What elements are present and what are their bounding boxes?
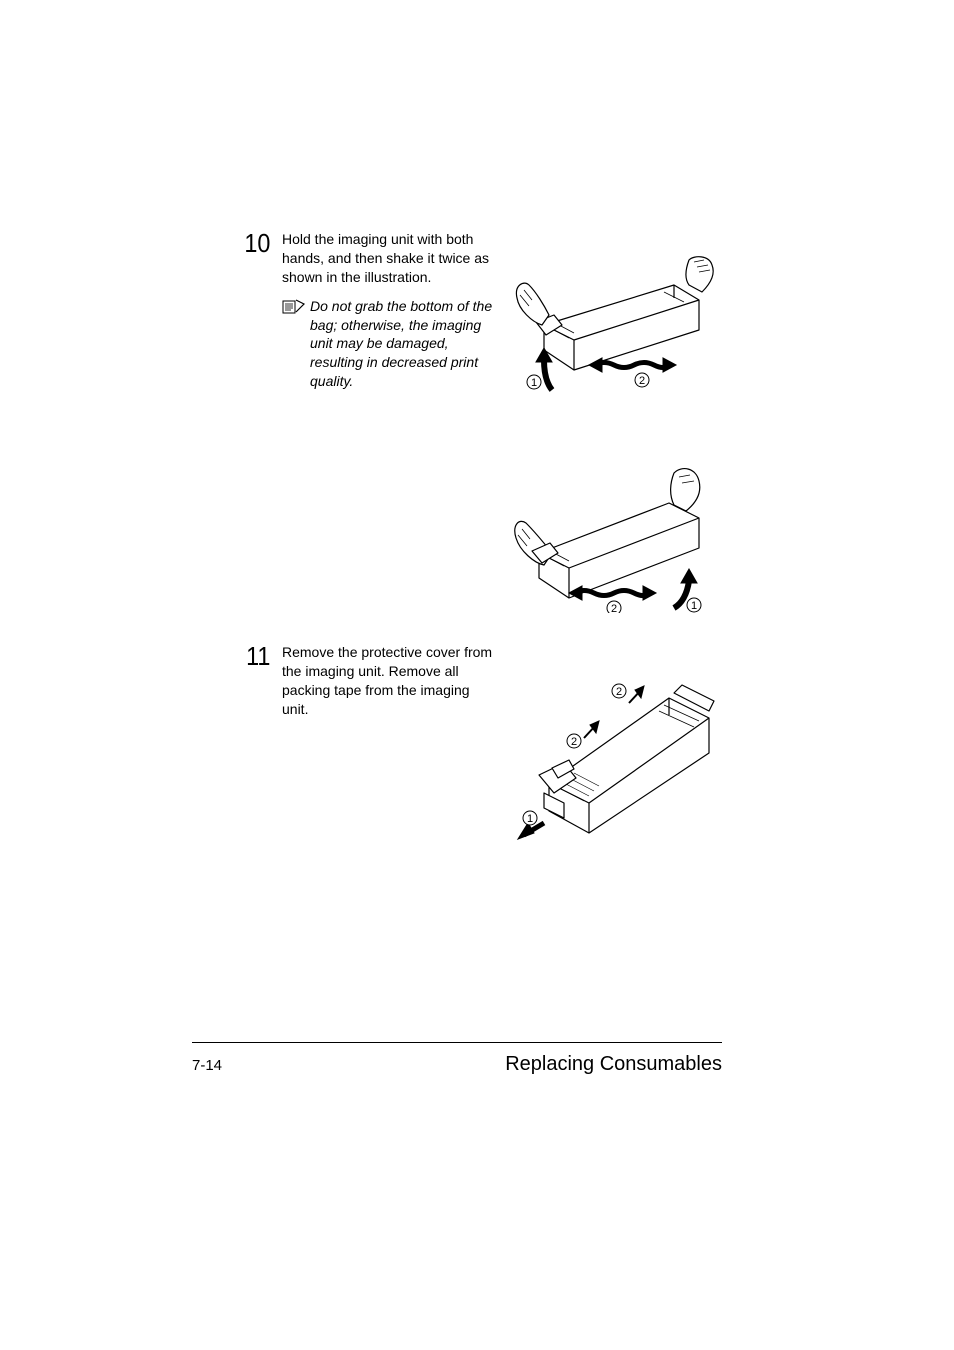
svg-text:2: 2 xyxy=(571,736,577,748)
step-number: 10 xyxy=(233,230,280,256)
illustration-11: 1 2 2 xyxy=(514,643,724,843)
page-footer: 7-14 Replacing Consumables xyxy=(192,1042,722,1078)
section-title: Replacing Consumables xyxy=(505,1051,722,1078)
note: Do not grab the bottom of the bag; other… xyxy=(282,297,494,401)
svg-text:1: 1 xyxy=(527,813,533,825)
svg-text:1: 1 xyxy=(691,600,697,612)
step-number: 11 xyxy=(233,643,280,669)
svg-text:2: 2 xyxy=(639,375,645,387)
note-text: Do not grab the bottom of the bag; other… xyxy=(310,297,494,391)
illustration-10a: 1 2 xyxy=(514,230,724,400)
illustration-10b: 2 1 xyxy=(514,453,724,613)
step-10-block-b: 2 1 xyxy=(230,453,724,613)
step-body: Hold the imaging unit with both hands, a… xyxy=(282,230,494,401)
svg-text:2: 2 xyxy=(611,603,617,613)
page-number: 7-14 xyxy=(192,1056,222,1076)
footer-rule xyxy=(192,1042,722,1043)
step-body: Remove the protective cover from the ima… xyxy=(282,643,494,729)
step-text: Hold the imaging unit with both hands, a… xyxy=(282,230,494,287)
step-10: 10 Hold the imaging unit with both hands… xyxy=(230,230,494,401)
step-10-block: 10 Hold the imaging unit with both hands… xyxy=(230,230,724,423)
svg-text:2: 2 xyxy=(616,686,622,698)
note-icon xyxy=(282,297,310,314)
step-text: Remove the protective cover from the ima… xyxy=(282,643,494,719)
svg-text:1: 1 xyxy=(531,377,537,389)
manual-page: 10 Hold the imaging unit with both hands… xyxy=(0,0,954,1350)
step-11: 11 Remove the protective cover from the … xyxy=(230,643,494,729)
step-11-block: 11 Remove the protective cover from the … xyxy=(230,643,724,843)
